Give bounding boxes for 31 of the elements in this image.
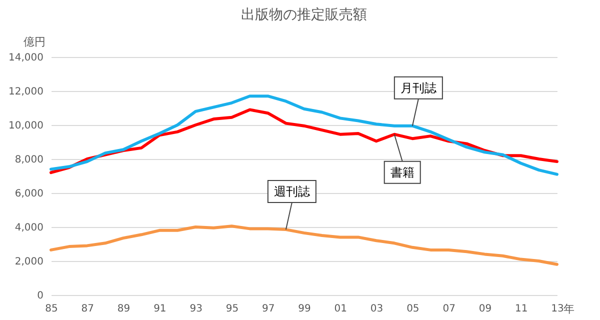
x-tick-label: 99 <box>298 304 311 314</box>
x-tick-label: 85 <box>45 304 58 314</box>
annotation: 週刊誌 <box>274 184 310 199</box>
annotation: 月刊誌 <box>400 80 436 95</box>
x-tick-label: 01 <box>334 304 348 314</box>
y-tick-label: 4,000 <box>14 222 44 234</box>
x-tick-label: 11 <box>514 304 528 314</box>
x-tick-label: 05 <box>406 304 420 314</box>
y-tick-label: 12,000 <box>8 86 44 98</box>
x-tick-label: 91 <box>154 304 166 314</box>
y-tick-label: 8,000 <box>14 154 44 166</box>
y-tick-label: 2,000 <box>14 256 44 268</box>
x-tick-label: 13 <box>551 304 564 314</box>
x-tick-label: 09 <box>478 304 492 314</box>
line-series <box>50 94 558 176</box>
y-axis-title: 億円 <box>24 36 46 48</box>
y-tick-label: 10,000 <box>8 120 44 132</box>
x-tick-label: 93 <box>190 304 202 314</box>
y-tick-label: 14,000 <box>8 52 44 64</box>
line-series <box>50 224 558 266</box>
y-tick-label: 0 <box>37 290 44 302</box>
x-tick-label: 89 <box>117 304 130 314</box>
x-axis-title: 年 <box>564 302 574 316</box>
annotation: 書籍 <box>390 165 414 180</box>
x-tick-label: 03 <box>370 304 384 314</box>
x-tick-label: 95 <box>226 304 239 314</box>
x-tick-label: 87 <box>81 304 94 314</box>
chart-title: 出版物の推定販売額 <box>241 7 367 23</box>
x-tick-label: 97 <box>262 304 275 314</box>
x-tick-label: 07 <box>442 304 456 314</box>
y-tick-label: 6,000 <box>14 188 44 200</box>
